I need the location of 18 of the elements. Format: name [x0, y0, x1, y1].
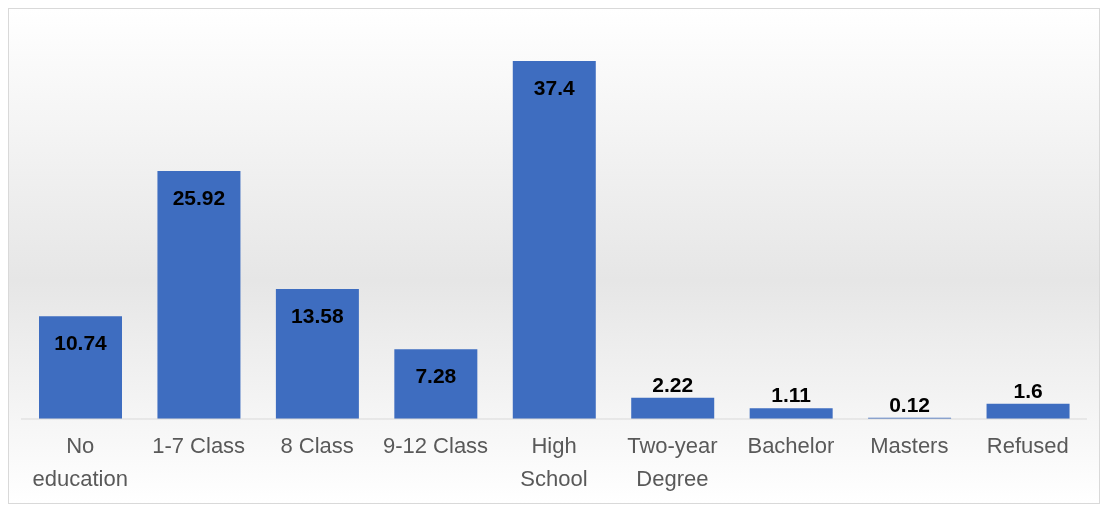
x-tick-label: Masters	[870, 433, 949, 458]
data-label: 25.92	[172, 185, 226, 209]
x-tick-label: 1-7 Class	[152, 433, 246, 458]
x-tick-label: No education	[32, 433, 128, 491]
x-tick-label: Bachelor	[747, 433, 835, 458]
x-tick-label: High School	[520, 433, 588, 491]
data-label: 10.74	[54, 331, 108, 355]
data-label: 7.28	[415, 364, 457, 388]
data-label: 1.11	[771, 383, 812, 407]
data-label: 1.6	[1013, 378, 1043, 402]
data-label: 0.12	[889, 392, 931, 416]
data-label: 2.22	[652, 372, 694, 396]
x-tick-label: 8 Class	[280, 433, 354, 458]
x-tick-label: Refused	[986, 433, 1069, 458]
x-tick-label: Two-year Degree	[627, 433, 718, 491]
data-label: 13.58	[291, 304, 344, 328]
data-label: 37.4	[533, 76, 576, 99]
x-tick-label: 9-12 Class	[382, 433, 489, 458]
